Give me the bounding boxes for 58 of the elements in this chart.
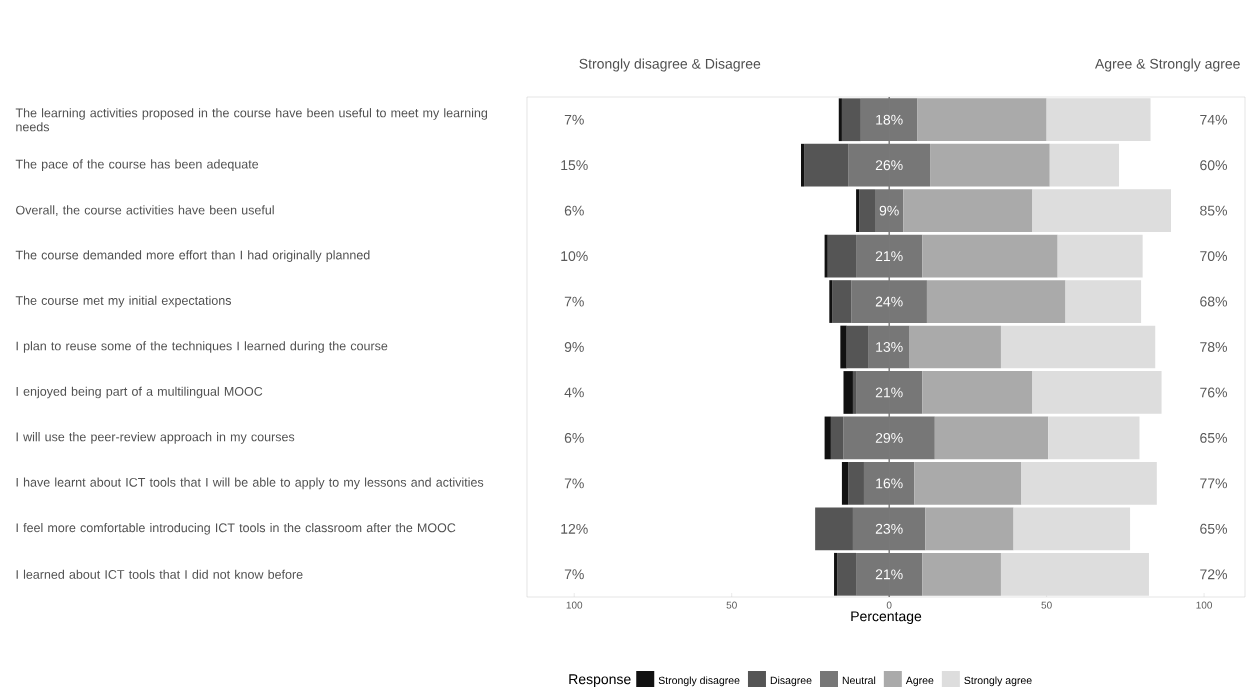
y-tick-label: I have learnt about ICT tools that I will be able to apply to my lessons and activities [16,477,484,490]
x-tick-label: 0 [886,601,892,609]
x-tick-label: 100 [566,601,583,609]
y-tick-label: I plan to reuse some of the techniques I learned during the course [16,341,388,353]
annotation: 74% [1200,114,1228,125]
y-tick-label: I will use the peer-review approach in my courses [16,432,295,444]
annotation: 24% [875,296,903,307]
legend-label: Strongly disagree [658,676,740,687]
x-tick-label: 50 [726,601,737,609]
annotation: 9% [564,342,584,352]
annotation: 13% [876,342,903,352]
annotation: 23% [875,523,903,534]
x-tick-label: 100 [1196,601,1213,609]
legend-label: Strongly agree [964,676,1032,687]
y-tick-label: Overall, the course activities have been useful [16,205,274,216]
y-tick-label: The pace of the course has been adequate [15,159,259,172]
x-axis-title: Percentage [851,611,922,625]
y-tick-label: The course demanded more effort than I had originally planned [15,250,370,262]
y-tick-label: I feel more comfortable introducing ICT tools in the classroom after the MOOC [16,522,456,535]
annotation: 60% [1200,160,1228,171]
annotation: 21% [875,569,903,580]
annotation: 7% [564,569,584,580]
y-tick-label: I learned about ICT tools that I did not know before [16,569,303,579]
x-tick-label: 50 [1041,601,1052,609]
y-tick-label: I enjoyed being part of a multilingual MOOC [16,386,263,399]
annotation: 65% [1200,432,1228,443]
annotation: 7% [564,114,584,125]
annotation: 68% [1200,296,1228,307]
annotation: 6% [564,205,584,216]
annotation: 7% [564,478,584,489]
annotation: 70% [1200,251,1228,262]
annotation: 18% [876,114,903,125]
annotation: 16% [876,478,903,489]
annotation: 78% [1200,342,1228,352]
annotation: 12% [561,523,588,534]
y-tick-label: The course met my initial expectations [15,295,232,308]
legend-label: Agree [905,676,934,687]
legend-title: Response [569,674,631,687]
annotation: 6% [564,432,584,443]
annotation: 72% [1200,569,1228,580]
annotation: 77% [1200,478,1228,489]
annotation: 65% [1200,523,1228,534]
legend-label: Neutral [842,676,876,685]
y-tick-label: The learning activities proposed in the course have been useful to meet my learning needs [15,108,488,132]
text: Strongly disagree & Disagree [579,58,761,72]
annotation: 29% [875,432,903,443]
annotation: 85% [1200,205,1228,216]
text: Agree & Strongly agree [1094,58,1240,72]
annotation: 7% [564,296,584,307]
annotation: 21% [875,251,903,262]
annotation: 15% [561,160,588,171]
annotation: 76% [1200,387,1228,398]
annotation: 26% [875,160,903,171]
annotation: 9% [879,205,899,216]
legend-label: Disagree [770,676,812,687]
annotation: 4% [564,387,584,398]
annotation: 10% [561,251,588,262]
annotation: 21% [875,387,903,398]
